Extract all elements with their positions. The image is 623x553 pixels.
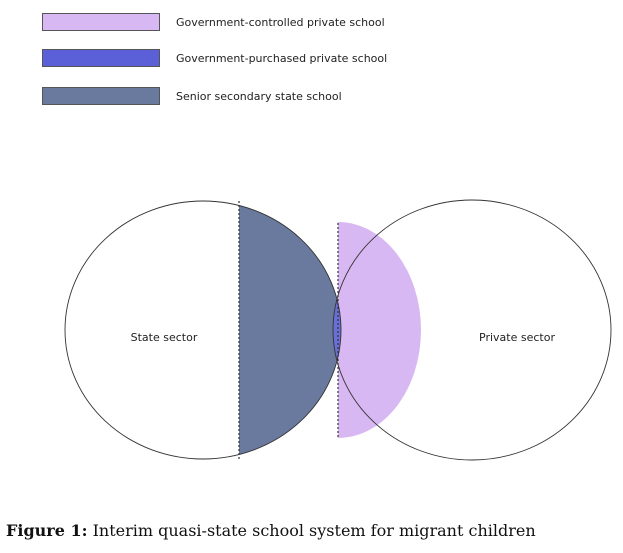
legend: Government-controlled private school Gov… <box>0 0 623 120</box>
legend-swatch-senior-secondary-state <box>42 87 160 105</box>
figure-caption: Figure 1: Interim quasi-state school sys… <box>6 521 536 540</box>
state-sector-label: State sector <box>131 331 198 344</box>
legend-item-government-purchased-private: Government-purchased private school <box>42 48 387 68</box>
private-sector-label: Private sector <box>479 331 555 344</box>
legend-item-senior-secondary-state: Senior secondary state school <box>42 86 342 106</box>
state-sector-ellipse <box>64 200 342 460</box>
legend-swatch-government-purchased-private <box>42 49 160 67</box>
figure-caption-prefix: Figure 1: <box>6 521 88 540</box>
legend-label-senior-secondary-state: Senior secondary state school <box>176 89 342 103</box>
legend-item-government-controlled-private: Government-controlled private school <box>42 12 385 32</box>
figure-caption-text: Interim quasi-state school system for mi… <box>87 521 536 540</box>
private-sector-ellipse <box>332 199 612 461</box>
legend-swatch-government-controlled-private <box>42 13 160 31</box>
legend-label-government-purchased-private: Government-purchased private school <box>176 51 388 65</box>
legend-label-government-controlled-private: Government-controlled private school <box>176 15 385 29</box>
government-controlled-private-region <box>338 222 421 438</box>
